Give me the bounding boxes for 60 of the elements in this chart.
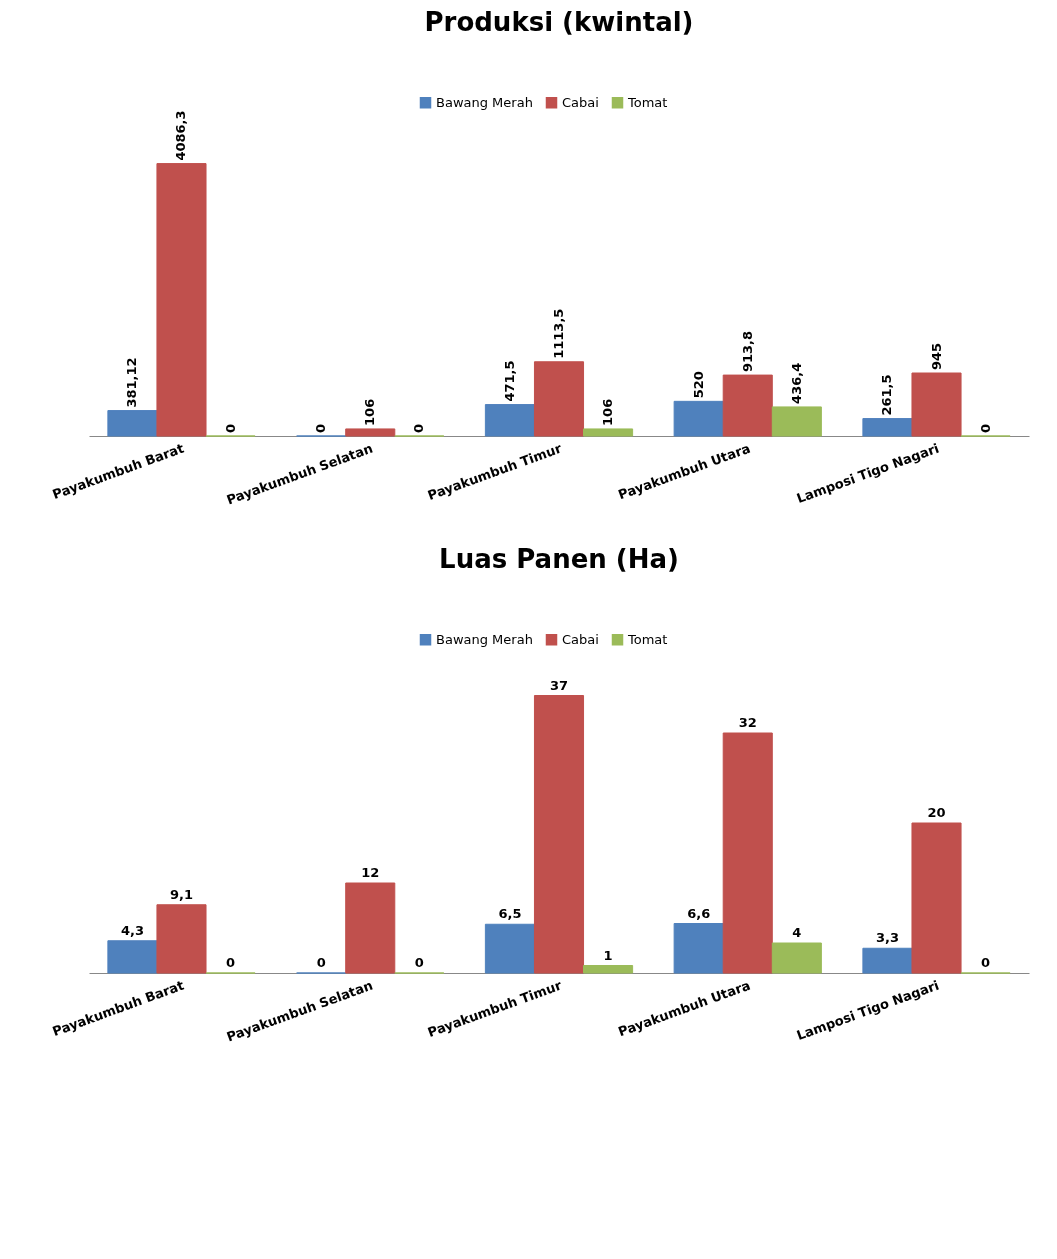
data-label: 9,1 xyxy=(169,886,194,902)
bar xyxy=(533,361,585,437)
bar xyxy=(862,947,913,974)
legend-label: Tomat xyxy=(627,631,668,647)
data-label: 436,4 xyxy=(788,362,804,404)
bar xyxy=(911,822,962,974)
data-label: 261,5 xyxy=(879,374,895,416)
data-label: 106 xyxy=(362,398,378,426)
bar xyxy=(911,372,962,437)
bar xyxy=(107,410,158,437)
bar xyxy=(156,904,207,974)
bar xyxy=(345,428,396,437)
data-label: 3,3 xyxy=(875,930,899,946)
bar xyxy=(156,163,207,437)
bar xyxy=(484,404,535,437)
data-label: 1113,5 xyxy=(551,308,566,359)
legend-label: Bawang Merah xyxy=(436,631,533,647)
data-label: 913,8 xyxy=(739,330,755,373)
bar xyxy=(345,882,396,974)
bar xyxy=(583,965,634,974)
data-label: 520 xyxy=(690,371,706,399)
bar xyxy=(862,418,913,437)
chart-title: Luas Panen (Ha) xyxy=(439,544,679,574)
bar xyxy=(107,940,158,974)
data-label: 0 xyxy=(977,423,993,433)
bar xyxy=(722,732,773,974)
bar xyxy=(484,923,535,974)
chart-title: Produksi (kwintal) xyxy=(424,7,694,37)
data-label: 0 xyxy=(411,423,427,433)
data-label: 1 xyxy=(603,947,613,963)
data-label: 0 xyxy=(226,955,236,970)
bar xyxy=(533,695,585,974)
data-label: 381,12 xyxy=(124,357,140,408)
data-label: 0 xyxy=(313,423,329,433)
bar xyxy=(673,400,724,437)
data-label: 6,6 xyxy=(687,905,711,921)
data-label: 0 xyxy=(316,955,326,970)
data-label: 106 xyxy=(600,398,616,426)
bar xyxy=(673,923,724,974)
data-label: 4 xyxy=(792,925,802,940)
data-label: 4086,3 xyxy=(173,110,189,161)
legend-label: Cabai xyxy=(562,94,599,110)
data-label: 471,5 xyxy=(501,360,517,402)
data-label: 32 xyxy=(738,715,757,730)
data-label: 20 xyxy=(927,805,946,820)
data-label: 6,5 xyxy=(498,906,522,922)
bar xyxy=(771,406,822,437)
legend-label: Tomat xyxy=(627,94,668,110)
data-label: 0 xyxy=(981,955,991,970)
legend-label: Cabai xyxy=(562,631,599,647)
data-label: 4,3 xyxy=(120,922,144,938)
bar xyxy=(722,374,773,437)
data-label: 945 xyxy=(928,342,944,370)
data-label: 37 xyxy=(549,677,569,693)
legend-label: Bawang Merah xyxy=(436,94,533,110)
data-label: 0 xyxy=(222,423,238,433)
bar xyxy=(583,428,634,437)
data-label: 12 xyxy=(361,865,380,880)
data-label: 0 xyxy=(414,955,424,970)
bar xyxy=(771,942,822,974)
